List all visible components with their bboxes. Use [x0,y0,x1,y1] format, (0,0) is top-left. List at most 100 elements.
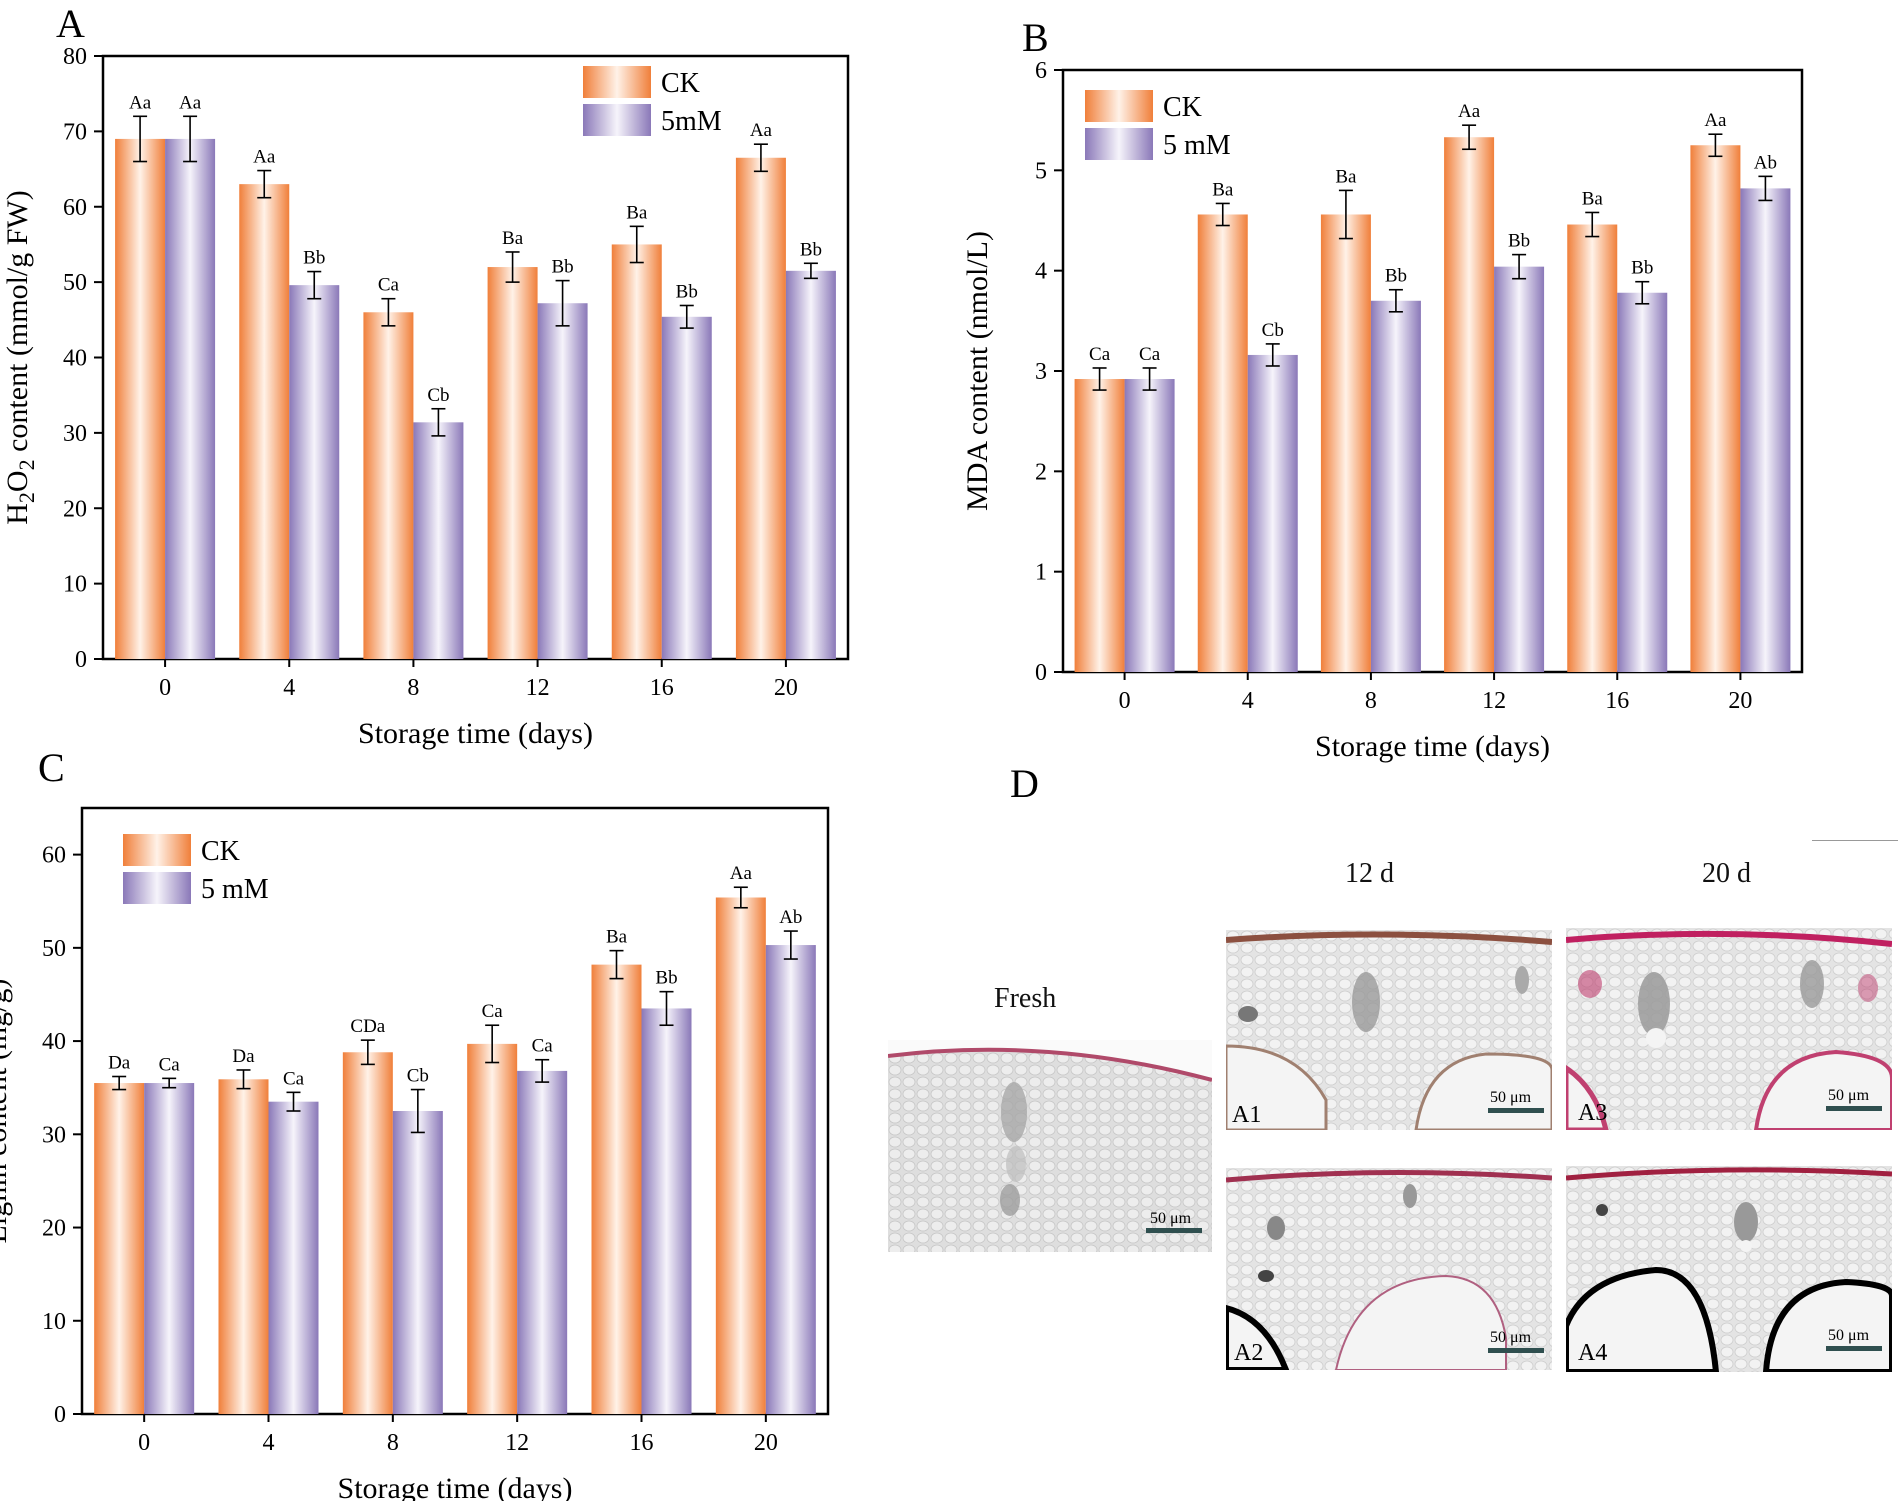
chart-b-xtick-label: 8 [1365,688,1377,714]
chart-a-bar-ck [611,244,662,659]
chart-b-sig-label: Aa [1458,101,1481,122]
scale-bar-a2: 50 μm [1490,1329,1532,1346]
chart-b-bar-ck [1320,214,1371,673]
divider-line [1812,840,1898,841]
chart-b-ytick-label: 1 [1035,560,1047,586]
chart-c-sig-label: Ca [482,1001,504,1022]
chart-c-xtick-label: 4 [263,1430,275,1456]
chart-a-xtick-label: 0 [159,675,171,701]
chart-c-sig-label: Da [108,1053,131,1074]
chart-a-sig-label: Aa [179,92,202,113]
chart-b-bar-ck [1444,137,1495,672]
chart-a-sig-label: Ba [502,228,524,249]
chart-a-bar-treat [289,285,340,659]
chart-c-bar-treat [144,1083,195,1414]
chart-b-bar-treat [1124,379,1175,672]
chart-b-bar-treat [1494,266,1545,672]
chart-c-xtick-label: 16 [630,1430,654,1456]
chart-c-bar-ck [591,964,642,1414]
chart-b-bar-treat [1617,292,1668,672]
chart-b-sig-label: Ba [1335,166,1357,187]
chart-c-bar-ck [715,897,766,1414]
micrograph-a3: 50 μm A3 [1566,928,1892,1130]
chart-b-bar-treat [1370,300,1421,672]
chart-a-bar-ck [735,157,786,659]
chart-c-ytick-label: 50 [42,936,66,962]
chart-b-sig-label: Bb [1508,231,1530,252]
chart-a-ytick-label: 0 [75,647,87,673]
chart-a-bar-ck [487,267,538,659]
chart-b-xtick-label: 20 [1728,688,1752,714]
chart-a-legend-swatch [583,66,651,98]
chart-a-xtick-label: 20 [774,675,798,701]
chart-c-sig-label: Da [232,1046,255,1067]
chart-a-bar-treat [661,316,712,659]
chart-b-sig-label: Ab [1754,152,1777,173]
chart-c-xtick-label: 0 [138,1430,150,1456]
chart-a-ytick-label: 30 [63,421,87,447]
panel-letter-b: B [1022,15,1049,60]
chart-c-xtick-label: 20 [754,1430,778,1456]
chart-a-bar-ck [239,184,290,659]
chart-a-ytick-label: 70 [63,119,87,145]
chart-a-h2o2: 0 10 20 30 40 50 60 70 80 0 Aa Aa 4 Aa Bb 8 Ca Cb 12 Ba Bb 16… [1,44,850,750]
chart-a-ytick-label: 40 [63,346,87,372]
chart-c-bar-treat [765,945,816,1414]
chart-c-bar-ck [467,1043,518,1414]
chart-c-sig-label: Aa [730,863,753,884]
panel-letter-c: C [38,745,65,790]
chart-a-ytick-label: 20 [63,496,87,522]
chart-c-bar-ck [218,1079,269,1414]
chart-b-sig-label: Bb [1631,258,1653,279]
chart-b-bar-ck [1197,214,1248,673]
micrograph-a2: 50 μm A2 [1226,1168,1552,1370]
chart-c-lignin: 0 10 20 30 40 50 60 0 Da Ca 4 Da Ca 8 CDa Cb 12 Ca Ca 16 Ba B… [0,806,830,1501]
col-label-20d: 20 d [1702,858,1751,889]
chart-a-xtick-label: 8 [407,675,419,701]
chart-b-ytick-label: 5 [1035,158,1047,184]
chart-a-xtick-label: 4 [283,675,295,701]
fresh-label: Fresh [994,983,1057,1014]
chart-c-ytick-label: 60 [42,843,66,869]
micrograph-a4: 50 μm A4 [1566,1166,1892,1372]
chart-b-bar-ck [1690,145,1741,672]
chart-a-sig-label: Cb [427,385,449,406]
chart-a-sig-label: Ca [378,275,400,296]
chart-a-legend-label: CK [661,68,700,99]
chart-a-ytick-label: 10 [63,572,87,598]
chart-a-sig-label: Bb [800,239,822,260]
chart-c-sig-label: Ca [532,1036,554,1057]
chart-a-sig-label: Ba [626,202,648,223]
chart-c-sig-label: Ca [283,1068,305,1089]
chart-c-bar-treat [268,1101,319,1414]
chart-b-sig-label: Ca [1139,344,1161,365]
chart-b-xtick-label: 0 [1119,688,1131,714]
chart-a-bar-treat [785,270,836,659]
chart-a-bar-treat [537,303,588,659]
chart-b-bar-treat [1247,354,1298,672]
chart-c-sig-label: Cb [407,1066,429,1087]
chart-c-legend-swatch [123,872,191,904]
chart-a-sig-label: Bb [303,248,325,269]
chart-b-xtick-label: 16 [1605,688,1629,714]
chart-b-sig-label: Aa [1704,110,1727,131]
tile-label-a4: A4 [1578,1340,1607,1366]
chart-b-bar-ck [1074,379,1125,672]
chart-b-ylabel: MDA content (nmol/L) [961,231,994,511]
chart-b-bar-ck [1567,224,1618,672]
chart-b-ytick-label: 2 [1035,459,1047,485]
chart-c-bar-ck [94,1083,145,1414]
chart-a-bar-ck [115,138,166,660]
chart-c-sig-label: Bb [655,968,677,989]
chart-c-xlabel: Storage time (days) [338,1472,573,1501]
tile-label-a2: A2 [1234,1340,1263,1366]
chart-c-legend-swatch [123,834,191,866]
chart-a-xtick-label: 16 [650,675,674,701]
chart-b-legend-swatch [1085,128,1153,160]
chart-a-sig-label: Bb [676,281,698,302]
chart-a-bar-treat [413,422,464,659]
scale-bar-a3: 50 μm [1828,1087,1870,1104]
chart-a-xtick-label: 12 [526,675,550,701]
chart-b-ytick-label: 6 [1035,58,1047,84]
